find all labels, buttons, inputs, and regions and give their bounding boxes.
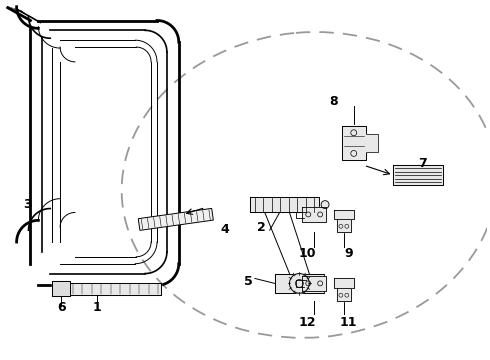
- Text: 3: 3: [23, 198, 32, 211]
- Polygon shape: [366, 134, 378, 152]
- Text: 8: 8: [330, 95, 338, 108]
- Polygon shape: [52, 282, 70, 296]
- Polygon shape: [302, 275, 326, 291]
- Polygon shape: [250, 197, 319, 212]
- Circle shape: [290, 274, 309, 293]
- Polygon shape: [334, 278, 354, 288]
- Text: 2: 2: [257, 221, 266, 234]
- Polygon shape: [337, 288, 351, 301]
- Text: 12: 12: [298, 316, 316, 329]
- Text: 9: 9: [344, 247, 353, 260]
- Polygon shape: [342, 126, 366, 160]
- Text: 1: 1: [92, 301, 101, 315]
- Polygon shape: [337, 219, 351, 232]
- Circle shape: [321, 201, 329, 208]
- Polygon shape: [70, 283, 161, 295]
- Text: 4: 4: [221, 223, 230, 236]
- Text: 7: 7: [418, 157, 427, 170]
- Polygon shape: [275, 274, 324, 293]
- Text: 6: 6: [57, 301, 66, 315]
- Polygon shape: [334, 210, 354, 219]
- Polygon shape: [302, 207, 326, 222]
- Polygon shape: [393, 165, 443, 185]
- Text: 10: 10: [298, 247, 316, 260]
- Text: 11: 11: [340, 316, 358, 329]
- FancyBboxPatch shape: [138, 208, 213, 230]
- Text: 5: 5: [244, 275, 252, 288]
